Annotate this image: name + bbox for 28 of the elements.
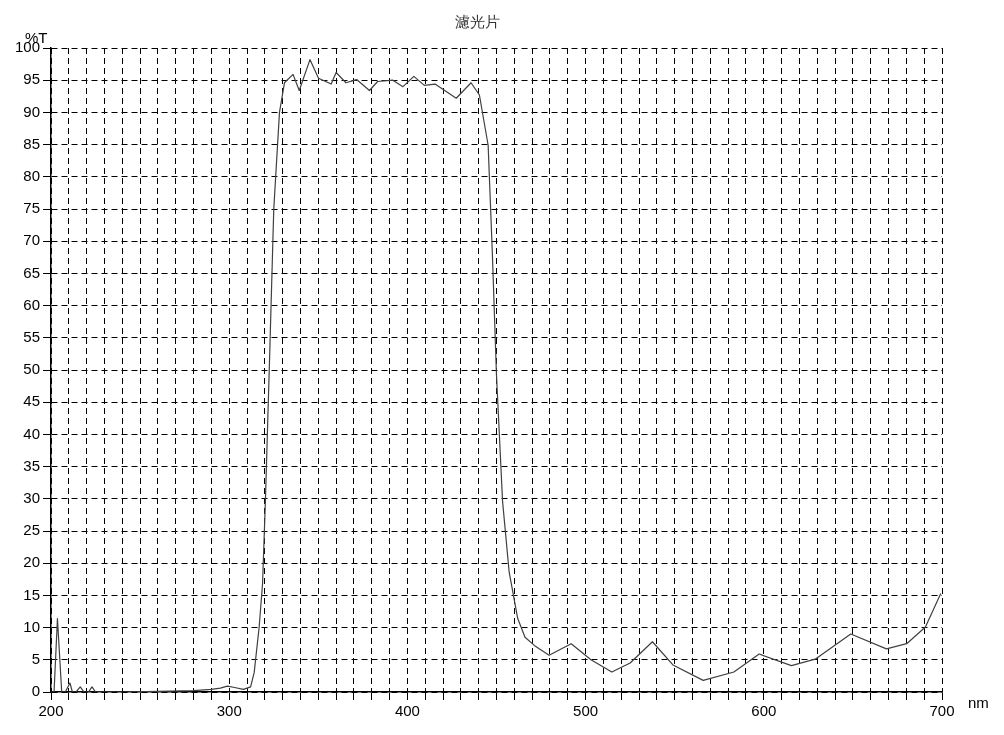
x-axis-title: nm	[968, 694, 989, 712]
x-tick-label: 200	[38, 702, 64, 720]
x-tick-label: 500	[573, 702, 599, 720]
y-tick-label: 10	[23, 617, 41, 635]
chart-title: 濾光片	[454, 13, 500, 31]
y-tick-label: 65	[23, 263, 41, 281]
y-tick-label: 30	[23, 488, 41, 506]
y-tick-label: 95	[23, 70, 41, 88]
x-tick-label: 700	[929, 702, 955, 720]
y-tick-label: 75	[23, 199, 41, 217]
y-tick-label: 40	[23, 424, 41, 442]
y-tick-label: 90	[23, 102, 41, 120]
y-tick-label: 15	[23, 585, 41, 603]
y-tick-label: 70	[23, 231, 41, 249]
x-tick-label: 600	[751, 702, 777, 720]
y-tick-label: 20	[23, 553, 41, 571]
x-tick-label: 300	[216, 702, 242, 720]
y-tick-label: 5	[31, 649, 41, 667]
y-tick-label: 0	[31, 682, 41, 700]
y-tick-label: 25	[23, 521, 41, 539]
y-tick-label: 85	[23, 134, 41, 152]
y-tick-label: 55	[23, 327, 41, 345]
y-tick-label: 60	[23, 295, 41, 313]
y-tick-label: 50	[23, 360, 41, 378]
x-tick-label: 400	[394, 702, 420, 720]
y-tick-label: 45	[23, 392, 41, 410]
y-tick-label: 35	[23, 456, 41, 474]
y-tick-label: 80	[23, 166, 41, 184]
